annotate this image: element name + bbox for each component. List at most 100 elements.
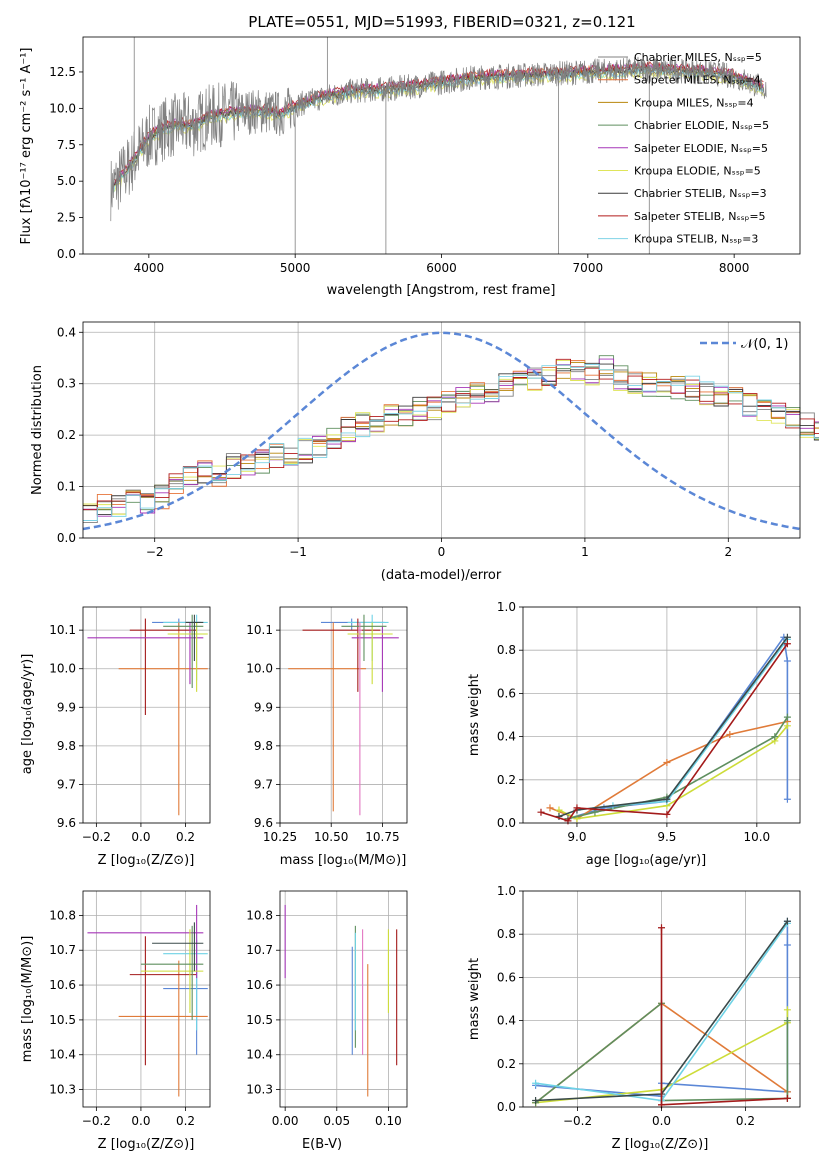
legend-label: Salpeter MILES, Nₛₛₚ=4 — [634, 74, 761, 87]
y-tick-label: 0.3 — [57, 377, 76, 391]
y-tick-label: 9.6 — [57, 816, 76, 830]
y-tick-label: 10.6 — [246, 978, 273, 992]
legend-label: Salpeter STELIB, Nₛₛₚ=5 — [634, 210, 766, 223]
spectrum-ticks: 4000 5000 6000 7000 8000 0.0 2.5 5.0 7.5 10.0 12.5 — [49, 65, 749, 275]
y-tick-label: 0.8 — [497, 643, 516, 657]
weight-marker — [783, 633, 791, 641]
weight-marker — [783, 1006, 791, 1014]
spectrum-panel: PLATE=0551, MJD=51993, FIBERID=0321, z=0… — [19, 13, 801, 298]
legend-label: Chabrier ELODIE, Nₛₛₚ=5 — [634, 119, 769, 132]
mass-ebv-xlabel: E(B-V) — [302, 1137, 342, 1152]
weight-marker — [783, 941, 791, 949]
weight-age-xlabel: age [log₁₀(age/yr)] — [586, 853, 707, 868]
y-tick-label: 0.2 — [497, 1057, 516, 1071]
weight-marker — [783, 1094, 791, 1102]
weight-z-ylabel: mass weight — [467, 958, 482, 1040]
panel-frame — [82, 890, 211, 1108]
residuals-ticks: −2 −1 0 1 2 0.0 0.1 0.2 0.3 0.4 — [57, 325, 732, 559]
x-tick-label: 10.0 — [743, 830, 770, 844]
x-tick-label: 10.50 — [314, 830, 348, 844]
x-tick-label: 8000 — [719, 261, 750, 275]
residuals-ylabel: Normed distribution — [30, 365, 45, 495]
weight-series-line — [535, 1009, 789, 1104]
x-tick-label: −0.2 — [563, 1114, 592, 1128]
mass-z-xlabel: Z [log₁₀(Z/Z⊙)] — [98, 1137, 195, 1152]
residuals-gaussian — [82, 331, 801, 531]
y-tick-label: 9.6 — [254, 816, 273, 830]
weight-marker — [573, 804, 581, 812]
y-tick-label: 12.5 — [49, 65, 76, 79]
y-tick-label: 10.3 — [49, 1083, 76, 1097]
y-tick-label: 2.5 — [57, 211, 76, 225]
x-tick-label: 1 — [581, 545, 589, 559]
spectrum-observed — [110, 37, 767, 254]
x-tick-label: 0.00 — [272, 1114, 299, 1128]
x-tick-label: 5000 — [280, 261, 311, 275]
y-tick-label: 0.2 — [497, 773, 516, 787]
weight-vs-age-panel: 9.0 9.5 10.0 0.0 0.2 0.4 0.6 0.8 1.0 — [497, 600, 801, 844]
x-tick-label: −0.2 — [82, 1114, 111, 1128]
spectrum-legend: Chabrier MILES, Nₛₛₚ=5 Salpeter MILES, Nₛ… — [598, 51, 769, 246]
weight-marker — [658, 924, 665, 932]
y-tick-label: 10.7 — [49, 943, 76, 957]
residual-histogram — [83, 358, 819, 517]
y-tick-label: 0.2 — [57, 428, 76, 442]
x-tick-label: 0.10 — [375, 1114, 402, 1128]
weight-marker — [783, 795, 791, 803]
x-tick-label: −0.2 — [82, 830, 111, 844]
weight-marker — [783, 713, 791, 721]
y-tick-label: 0.6 — [497, 686, 516, 700]
residuals-histograms — [83, 355, 819, 524]
gauss-legend-label: 𝒩(0, 1) — [741, 337, 788, 352]
weight-marker — [783, 917, 791, 925]
y-tick-label: 0.8 — [497, 927, 516, 941]
weight-marker — [783, 657, 791, 665]
y-tick-label: 7.5 — [57, 138, 76, 152]
weight-marker — [546, 804, 554, 812]
y-tick-label: 0.4 — [497, 730, 516, 744]
x-tick-label: 0.0 — [131, 1114, 150, 1128]
panel-frame — [522, 606, 801, 824]
y-tick-label: 9.9 — [57, 700, 76, 714]
y-tick-label: 9.7 — [254, 777, 273, 791]
y-tick-label: 9.8 — [57, 739, 76, 753]
residuals-panel: −2 −1 0 1 2 0.0 0.1 0.2 0.3 0.4 (data-model)/erro… — [30, 321, 819, 583]
x-tick-label: 9.0 — [567, 830, 586, 844]
residuals-grid — [83, 322, 800, 539]
weight-marker — [771, 733, 779, 741]
legend-label: Salpeter ELODIE, Nₛₛₚ=5 — [634, 142, 768, 155]
mass-vs-metallicity-panel: −0.2 0.0 0.2 10.3 10.4 10.5 10.6 10.7 10.8 — [49, 890, 211, 1128]
gaussian-curve — [82, 331, 801, 531]
y-tick-label: 1.0 — [497, 884, 516, 898]
x-tick-label: 0.0 — [652, 1114, 671, 1128]
age-mass-xlabel: mass [log₁₀(M/M⊙)] — [280, 853, 407, 868]
y-tick-label: 10.5 — [49, 1013, 76, 1027]
mass-vs-extinction-panel: 0.00 0.05 0.10 10.3 10.4 10.5 10.6 10.7 10.8 — [246, 890, 408, 1128]
x-tick-label: −2 — [146, 545, 164, 559]
y-tick-label: 10.0 — [49, 662, 76, 676]
y-tick-label: 0.6 — [497, 970, 516, 984]
weight-marker — [532, 1097, 540, 1105]
y-tick-label: 10.4 — [49, 1048, 76, 1062]
y-tick-label: 10.6 — [49, 978, 76, 992]
x-tick-label: 0.2 — [176, 1114, 195, 1128]
y-tick-label: 9.8 — [254, 739, 273, 753]
weight-marker — [555, 806, 563, 814]
weight-marker — [663, 810, 671, 818]
panel-frame — [279, 890, 408, 1108]
y-tick-label: 0.4 — [57, 325, 76, 339]
weight-vs-metallicity-panel: −0.2 0.0 0.2 0.0 0.2 0.4 0.6 0.8 1.0 — [497, 884, 801, 1128]
age-vs-mass-panel: 10.25 10.50 10.75 9.6 9.7 9.8 9.9 10.0 10.1 — [246, 606, 408, 844]
legend-label: Kroupa ELODIE, Nₛₛₚ=5 — [634, 165, 761, 178]
weight-series-line — [540, 643, 789, 822]
residual-histogram — [83, 364, 819, 524]
residuals-legend: 𝒩(0, 1) — [700, 337, 788, 352]
y-tick-label: 5.0 — [57, 174, 76, 188]
y-tick-label: 9.7 — [57, 777, 76, 791]
y-tick-label: 10.8 — [49, 908, 76, 922]
y-tick-label: 0.0 — [57, 531, 76, 545]
y-tick-label: 10.1 — [246, 623, 273, 637]
residual-histogram — [83, 360, 819, 515]
y-tick-label: 10.4 — [246, 1048, 273, 1062]
weight-marker — [663, 795, 671, 803]
